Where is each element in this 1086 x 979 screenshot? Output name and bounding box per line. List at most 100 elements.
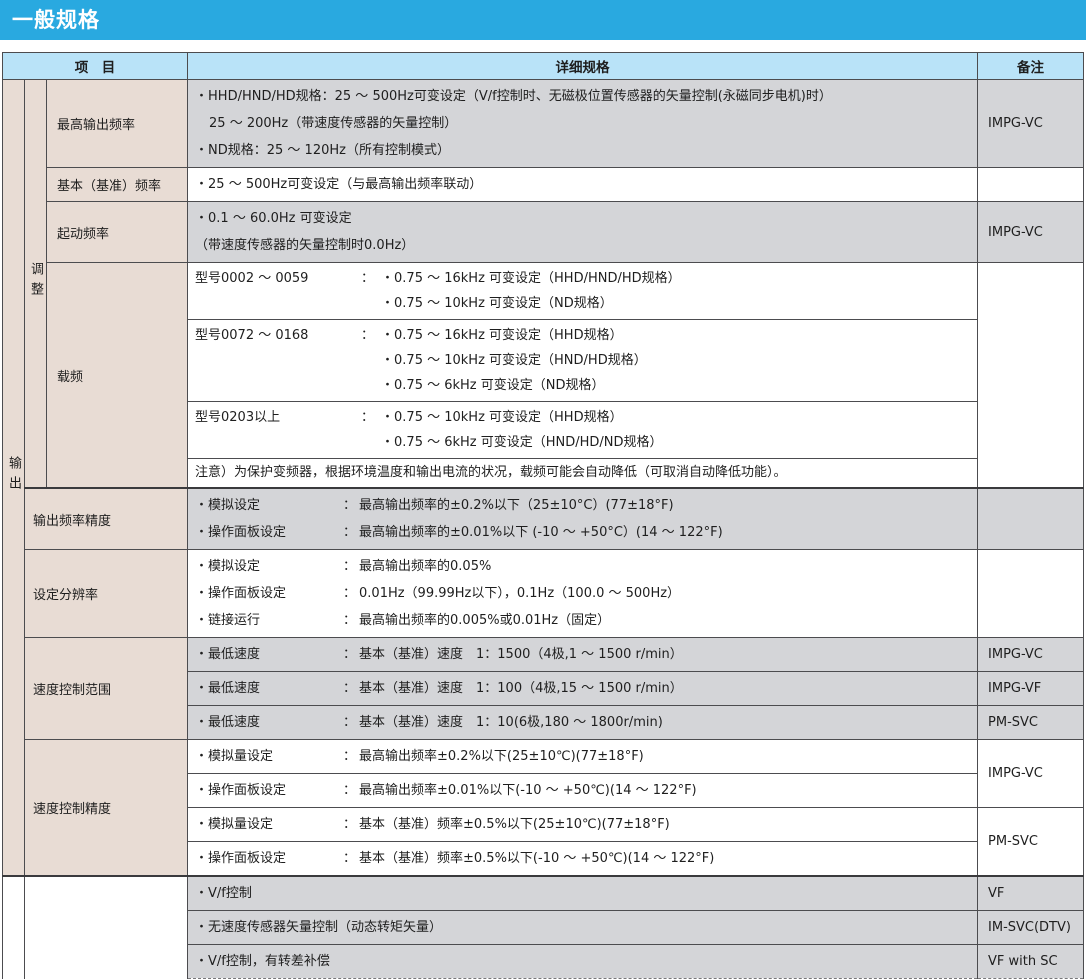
detail-carrier-2: 型号0072 ～ 0168 ： ・0.75 ～ 16kHz 可变设定（HHD规格… [187,319,979,402]
spec-item: ・链接运行 ： 最高输出频率的0.005%或0.01Hz（固定） [195,607,971,634]
spec-item: ・模拟设定 ： 最高输出频率的0.05% [195,553,971,580]
spec-item-colon: ： [343,681,357,696]
label-carrier-frequency: 载频 [45,262,189,489]
spec-item: ・最低速度 ： 基本（基准）速度 1：100（4极,15 ～ 1500 r/mi… [195,675,971,702]
spec-item-value: 最高输出频率的±0.2%以下（25±10°C）(77±18°F) [359,498,674,513]
remark-control-mode-2: IM-SVC(DTV) [977,910,1085,945]
spec-item-value: 最高输出频率±0.01%以下(-10 ～ +50℃)(14 ～ 122°F) [359,783,697,798]
row-speed-control-range-1: 速度控制范围 ・最低速度 ： 基本（基准）速度 1：1500（4极,1 ～ 15… [3,637,1085,740]
detail-output-frequency-accuracy: ・模拟设定 ： 最高输出频率的±0.2%以下（25±10°C）(77±18°F)… [187,487,979,550]
row-max-output-frequency: 输出 调整 最高输出频率 ・HHD/HND/HD规格：25 ～ 500Hz可变设… [2,79,1085,877]
spec-item: ・模拟设定 ： 最高输出频率的±0.2%以下（25±10°C）(77±18°F) [195,492,971,519]
spec-item-name: ・模拟设定 [195,559,261,574]
spec-item-colon: ： [343,749,357,764]
detail-control-mode-3: ・V/f控制，有转差补偿 [187,944,979,979]
row-speed-control-range-2: ・最低速度 ： 基本（基准）速度 1：100（4极,15 ～ 1500 r/mi… [3,671,1085,706]
carrier-colon: ： [361,328,375,343]
label-output-frequency-accuracy: 输出频率精度 [23,487,189,550]
carrier-items: ・0.75 ～ 10kHz 可变设定（HHD规格） ・0.75 ～ 6kHz 可… [381,405,663,455]
carrier-items: ・0.75 ～ 16kHz 可变设定（HHD规格） ・0.75 ～ 10kHz … [381,323,647,398]
carrier-colon: ： [361,271,375,286]
label-setting-resolution: 设定分辨率 [23,549,189,638]
spec-item-name: ・最低速度 [195,681,261,696]
spec-item-value: 最高输出频率±0.2%以下(25±10℃)(77±18°F) [359,749,644,764]
detail-speed-range-2: ・最低速度 ： 基本（基准）速度 1：100（4极,15 ～ 1500 r/mi… [187,671,979,706]
spec-item: ・模拟量设定 ： 最高输出频率±0.2%以下(25±10℃)(77±18°F) [195,743,971,770]
carrier-item: ・0.75 ～ 6kHz 可变设定（HND/HD/ND规格） [381,435,663,450]
remark-speed-range-3: PM-SVC [977,705,1085,740]
detail-start-frequency: ・0.1 ～ 60.0Hz 可变设定 （带速度传感器的矢量控制时0.0Hz） [187,201,979,263]
spec-item-colon: ： [343,851,357,866]
carrier-item: ・0.75 ～ 16kHz 可变设定（HHD/HND/HD规格） [381,271,681,286]
group-adjust-label: 调整 [28,261,43,302]
detail-speed-range-1: ・最低速度 ： 基本（基准）速度 1：1500（4极,1 ～ 1500 r/mi… [187,637,979,672]
remark-speed-accuracy-bottom: PM-SVC [977,807,1085,877]
spec-item: ・操作面板设定 ： 基本（基准）频率±0.5%以下(-10 ～ +50℃)(14… [195,845,971,872]
remark-base-frequency [977,167,1085,202]
spec-item-name: ・操作面板设定 [195,783,287,798]
spec-item-colon: ： [343,817,357,832]
remark-carrier-frequency [977,262,1085,489]
group-next-cell [2,875,25,979]
spec-item-colon: ： [343,613,357,628]
spec-item-name: ・操作面板设定 [195,586,287,601]
detail-speed-range-3: ・最低速度 ： 基本（基准）速度 1：10(6极,180 ～ 1800r/min… [187,705,979,740]
spec-item: ・最低速度 ： 基本（基准）速度 1：1500（4极,1 ～ 1500 r/mi… [195,641,971,668]
spec-item: ・最低速度 ： 基本（基准）速度 1：10(6极,180 ～ 1800r/min… [195,709,971,736]
carrier-model: 型号0002 ～ 0059 [195,271,309,286]
row-output-frequency-accuracy: 输出频率精度 ・模拟设定 ： 最高输出频率的±0.2%以下（25±10°C）(7… [3,487,1085,550]
label-max-output-frequency: 最高输出频率 [45,79,189,168]
carrier-items: ・0.75 ～ 16kHz 可变设定（HHD/HND/HD规格） ・0.75 ～… [381,266,681,316]
detail-carrier-1: 型号0002 ～ 0059 ： ・0.75 ～ 16kHz 可变设定（HHD/H… [187,262,979,320]
spec-item: ・操作面板设定 ： 0.01Hz（99.99Hz以下），0.1Hz（100.0 … [195,580,971,607]
spec-item-name: ・模拟量设定 [195,817,274,832]
control-mode-item: ・V/f控制 [195,886,252,901]
spec-item-name: ・模拟设定 [195,498,261,513]
spec-item-value: 基本（基准）速度 1：10(6极,180 ～ 1800r/min) [359,715,663,730]
row-control-mode-1: ・V/f控制 VF [2,875,1085,979]
row-speed-control-accuracy-2: ・操作面板设定 ： 最高输出频率±0.01%以下(-10 ～ +50℃)(14 … [3,773,1084,808]
row-carrier-frequency-1: 载频 型号0002 ～ 0059 ： ・0.75 ～ 16kHz 可变设定（HH… [3,262,1085,489]
label-speed-control-range: 速度控制范围 [23,637,189,740]
carrier-item: ・0.75 ～ 10kHz 可变设定（ND规格） [381,296,613,311]
spec-item: ・模拟量设定 ： 基本（基准）频率±0.5%以下(25±10℃)(77±18°F… [195,811,971,838]
detail-speed-accuracy-3: ・模拟量设定 ： 基本（基准）频率±0.5%以下(25±10℃)(77±18°F… [187,807,979,842]
spec-item-value: 最高输出频率的0.05% [359,559,492,574]
spec-item-value: 基本（基准）频率±0.5%以下(25±10℃)(77±18°F) [359,817,670,832]
control-mode-item: ・V/f控制，有转差补偿 [195,954,330,969]
spec-item-value: 基本（基准）速度 1：1500（4极,1 ～ 1500 r/min） [359,647,683,662]
detail-line: ・HHD/HND/HD规格：25 ～ 500Hz可变设定（V/f控制时、无磁极位… [195,89,832,104]
remark-control-mode-1: VF [977,875,1085,911]
row-speed-control-accuracy-3: ・模拟量设定 ： 基本（基准）频率±0.5%以下(25±10℃)(77±18°F… [3,807,1085,877]
carrier-model: 型号0072 ～ 0168 [195,328,309,343]
detail-line: ・ND规格：25 ～ 120Hz（所有控制模式） [195,143,450,158]
spec-item-colon: ： [343,647,357,662]
row-speed-control-range-3: ・最低速度 ： 基本（基准）速度 1：10(6极,180 ～ 1800r/min… [3,705,1085,740]
remark-max-output-frequency: IMPG-VC [977,79,1085,168]
spec-item-name: ・操作面板设定 [195,525,287,540]
row-speed-control-accuracy-4: ・操作面板设定 ： 基本（基准）频率±0.5%以下(-10 ～ +50℃)(14… [3,841,1084,877]
spec-table: 项 目 详细规格 备注 输出 调整 最高输出频率 ・HHD/HND/HD规格：2… [1,52,1085,979]
detail-setting-resolution: ・模拟设定 ： 最高输出频率的0.05% ・操作面板设定 ： 0.01Hz（99… [187,549,979,638]
control-mode-item: ・无速度传感器矢量控制（动态转矩矢量） [195,920,443,935]
detail-line: ・25 ～ 500Hz可变设定（与最高输出频率联动） [195,177,483,192]
detail-speed-accuracy-2: ・操作面板设定 ： 最高输出频率±0.01%以下(-10 ～ +50℃)(14 … [187,773,979,808]
header-item: 项 目 [1,52,189,80]
label-control-mode-empty [23,875,189,979]
remark-speed-range-2: IMPG-VF [977,671,1085,706]
detail-control-mode-1: ・V/f控制 [187,875,979,911]
banner-gap [0,40,1086,52]
remark-control-mode-3: VF with SC [977,944,1085,979]
carrier-item: ・0.75 ～ 10kHz 可变设定（HND/HD规格） [381,353,647,368]
carrier-item: ・0.75 ～ 10kHz 可变设定（HHD规格） [381,410,623,425]
detail-line: ・0.1 ～ 60.0Hz 可变设定 [195,211,352,226]
row-speed-control-accuracy-1: 速度控制精度 ・模拟量设定 ： 最高输出频率±0.2%以下(25±10℃)(77… [3,739,1085,877]
spec-item-colon: ： [343,525,357,540]
detail-carrier-note: 注意）为保护变频器，根据环境温度和输出电流的状况，载频可能会自动降低（可取消自动… [187,458,979,489]
remark-setting-resolution [977,549,1085,638]
row-carrier-frequency-3: 型号0203以上 ： ・0.75 ～ 10kHz 可变设定（HHD规格） ・0.… [3,401,1084,459]
spec-item-value: 基本（基准）频率±0.5%以下(-10 ～ +50℃)(14 ～ 122°F) [359,851,715,866]
remark-speed-accuracy-top: IMPG-VC [977,739,1085,808]
carrier-colon: ： [361,410,375,425]
